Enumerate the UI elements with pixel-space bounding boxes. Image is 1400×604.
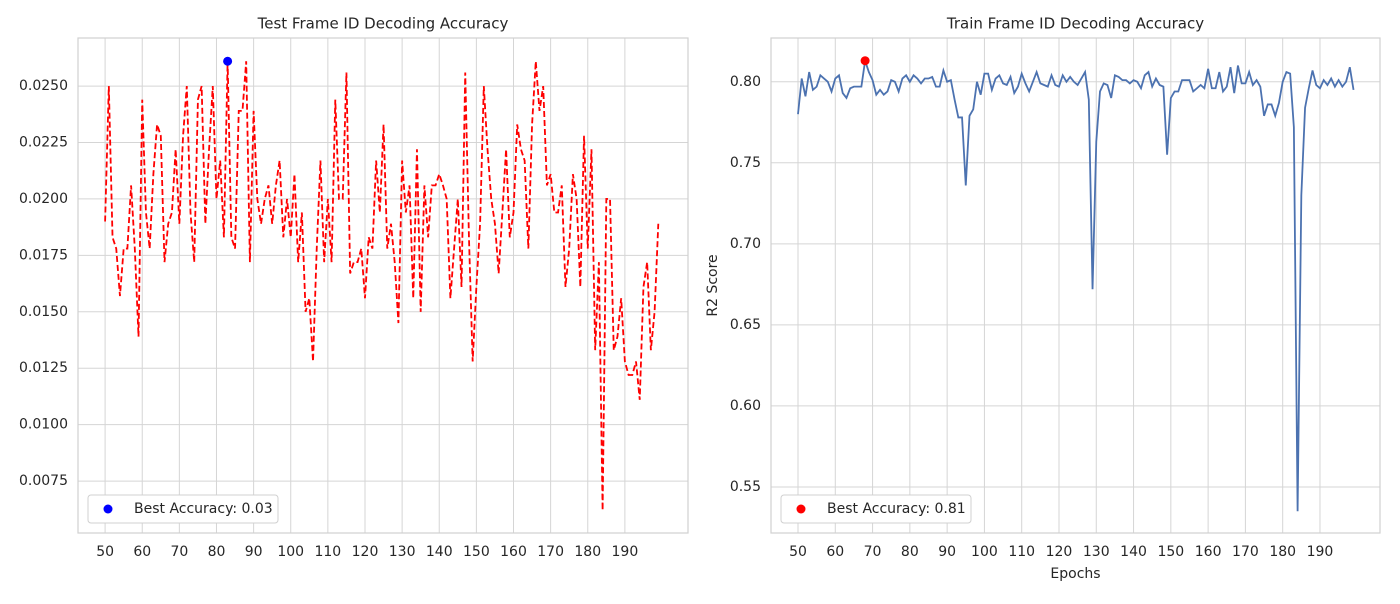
x-tick-label: 170: [537, 544, 564, 560]
x-tick-label: 130: [1083, 544, 1110, 560]
y-tick-label: 0.0200: [19, 191, 68, 207]
plot-area: [771, 38, 1380, 533]
x-tick-label: 170: [1232, 544, 1259, 560]
x-tick-label: 180: [574, 544, 601, 560]
x-tick-label: 150: [1157, 544, 1184, 560]
legend-label: Best Accuracy: 0.03: [134, 501, 273, 517]
x-tick-label: 190: [1307, 544, 1334, 560]
x-tick-label: 70: [864, 544, 882, 560]
y-tick-label: 0.0150: [19, 304, 68, 320]
line: [797, 60, 1355, 512]
x-tick-label: 140: [426, 544, 453, 560]
y-tick-label: 0.0225: [19, 135, 68, 151]
x-tick-label: 100: [277, 544, 304, 560]
x-tick-label: 160: [1195, 544, 1222, 560]
legend-box: [87, 494, 279, 524]
legend-box: [780, 494, 972, 524]
y-tick-label: 0.55: [730, 479, 761, 495]
chart-title: Test Frame ID Decoding Accuracy: [257, 15, 509, 33]
x-tick-label: 190: [612, 544, 639, 560]
plot-area: [78, 38, 688, 533]
x-tick-label: 50: [789, 544, 807, 560]
axes-frame: [77, 37, 689, 534]
x-tick-label: 120: [1046, 544, 1073, 560]
y-tick-label: 0.60: [730, 398, 761, 414]
line: [104, 61, 660, 511]
x-tick-label: 80: [208, 544, 226, 560]
legend-marker: [796, 504, 806, 514]
x-tick-label: 60: [826, 544, 844, 560]
legend-marker: [103, 504, 113, 514]
best-point: [223, 56, 233, 66]
x-tick-label: 70: [170, 544, 188, 560]
legend-label: Best Accuracy: 0.81: [827, 501, 966, 517]
y-tick-label: 0.0125: [19, 360, 68, 376]
x-tick-label: 180: [1269, 544, 1296, 560]
x-tick-label: 130: [389, 544, 416, 560]
x-tick-label: 90: [245, 544, 263, 560]
best-point: [860, 56, 870, 66]
axes-frame: [770, 37, 1381, 534]
y-tick-label: 0.65: [730, 317, 761, 333]
x-tick-label: 110: [1008, 544, 1035, 560]
y-tick-label: 0.0075: [19, 473, 68, 489]
y-tick-label: 0.0100: [19, 417, 68, 433]
x-tick-label: 110: [314, 544, 341, 560]
y-tick-label: 0.80: [730, 74, 761, 90]
y-tick-label: 0.75: [730, 155, 761, 171]
chart-title: Train Frame ID Decoding Accuracy: [946, 15, 1204, 33]
x-tick-label: 60: [133, 544, 151, 560]
x-tick-label: 90: [938, 544, 956, 560]
y-axis-label: R2 Score: [705, 254, 721, 316]
y-tick-label: 0.70: [730, 236, 761, 252]
y-tick-label: 0.0250: [19, 78, 68, 94]
x-tick-label: 50: [96, 544, 114, 560]
x-tick-label: 150: [463, 544, 490, 560]
x-tick-label: 160: [500, 544, 527, 560]
x-tick-label: 140: [1120, 544, 1147, 560]
x-tick-label: 100: [971, 544, 998, 560]
y-tick-label: 0.0175: [19, 247, 68, 263]
x-axis-label: Epochs: [1050, 566, 1100, 582]
x-tick-label: 120: [352, 544, 379, 560]
x-tick-label: 80: [901, 544, 919, 560]
